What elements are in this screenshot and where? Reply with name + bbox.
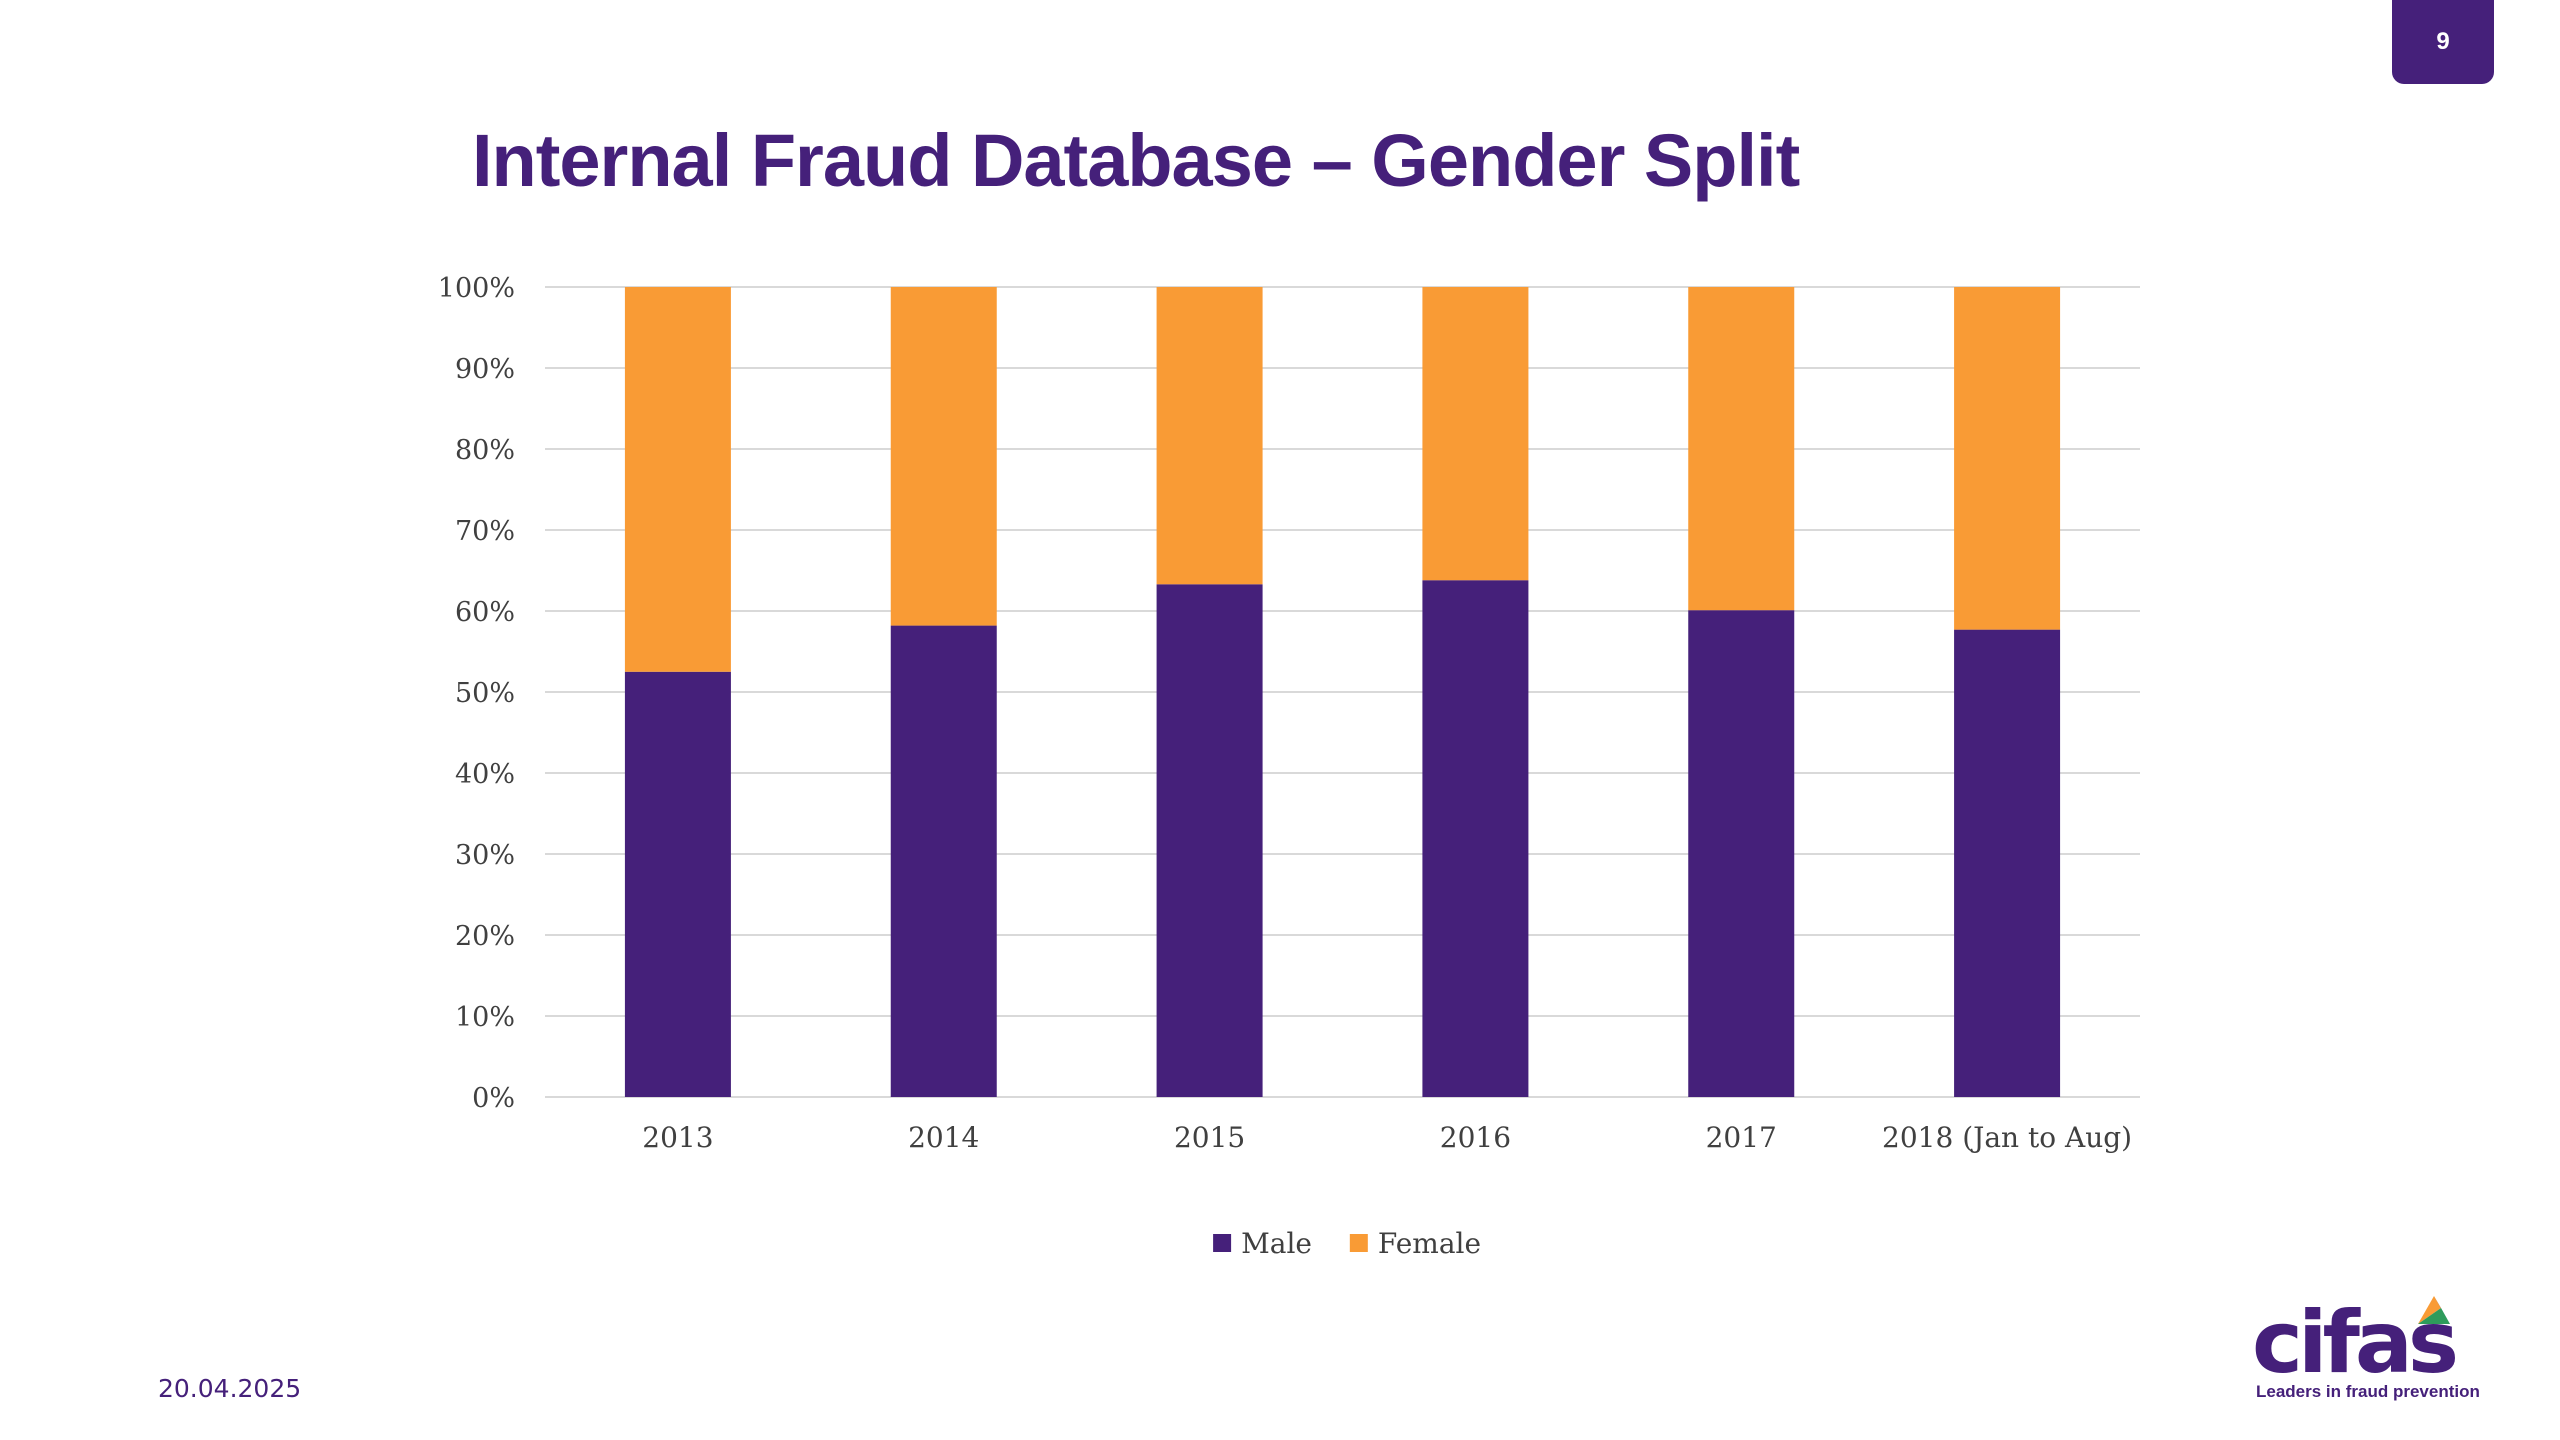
logo-triangle-icon — [2418, 1296, 2450, 1324]
page-number-badge: 9 — [2392, 0, 2494, 84]
bar-female — [1156, 287, 1263, 585]
cifas-logo: cifas Leaders in fraud prevention — [2252, 1290, 2502, 1406]
legend-label: Female — [1378, 1227, 1481, 1260]
y-tick-label: 70% — [455, 516, 515, 547]
x-tick-label: 2015 — [1174, 1121, 1245, 1154]
stacked-bar-chart: 0% 10% 20% 30% 40% 50% 60% 70% 80% 90% 100% 2013 201… — [438, 273, 2140, 1260]
legend-swatch — [1213, 1234, 1232, 1252]
bar-female — [1688, 287, 1795, 611]
bar-female — [1954, 287, 2061, 630]
y-tick-label: 80% — [455, 435, 515, 466]
bar-male — [1422, 580, 1529, 1097]
slide-date: 20.04.2025 — [158, 1374, 302, 1403]
bar-male — [890, 625, 997, 1097]
bar-male — [1954, 629, 2061, 1097]
bar-female — [1422, 287, 1529, 581]
bar-female — [624, 287, 731, 672]
y-tick-label: 10% — [455, 1002, 515, 1033]
bar-male — [1156, 584, 1263, 1097]
y-tick-label: 20% — [455, 921, 515, 952]
slide-title: Internal Fraud Database – Gender Split — [472, 119, 1800, 202]
y-tick-label: 0% — [472, 1083, 515, 1114]
y-tick-label: 60% — [455, 597, 515, 628]
y-tick-label: 50% — [455, 678, 515, 709]
x-tick-label: 2017 — [1706, 1121, 1777, 1154]
logo-tagline: Leaders in fraud prevention — [2256, 1382, 2480, 1401]
bar-male — [1688, 610, 1795, 1097]
bar-male — [624, 671, 731, 1097]
y-tick-label: 100% — [438, 273, 515, 304]
y-tick-label: 40% — [455, 759, 515, 790]
x-tick-label: 2018 (Jan to Aug) — [1882, 1121, 2132, 1154]
legend-swatch — [1349, 1234, 1368, 1252]
y-tick-label: 90% — [455, 354, 515, 385]
legend-label: Male — [1241, 1227, 1312, 1260]
x-tick-label: 2016 — [1440, 1121, 1511, 1154]
y-tick-label: 30% — [455, 840, 515, 871]
x-tick-label: 2014 — [908, 1121, 979, 1154]
page-number: 9 — [2436, 28, 2450, 55]
x-tick-label: 2013 — [642, 1121, 713, 1154]
bar-female — [890, 287, 997, 626]
